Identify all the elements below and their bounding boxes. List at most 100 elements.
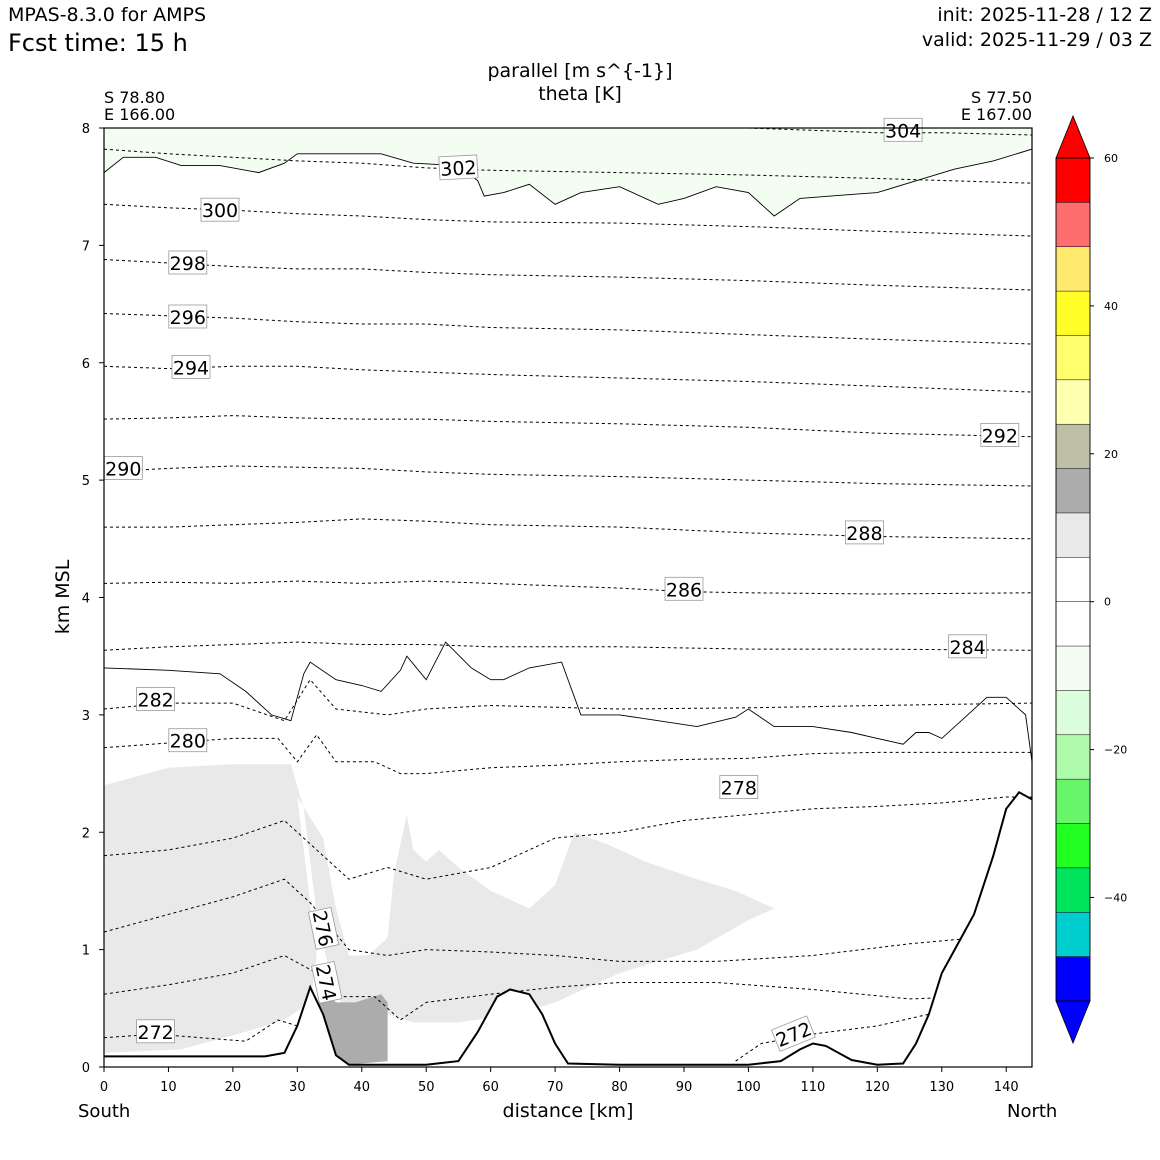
wind-contour--4	[104, 148, 1032, 217]
x-tick-label: 130	[929, 1080, 954, 1095]
app-title: MPAS-8.3.0 for AMPS	[8, 4, 207, 26]
theta-label-box	[980, 423, 1020, 447]
colorbar-swatch	[1056, 202, 1090, 248]
theta-label-text: 272	[137, 1022, 173, 1044]
theta-contour-294	[104, 365, 1032, 393]
theta-contour-298	[104, 259, 1032, 291]
theta-label-text: 288	[846, 523, 882, 545]
theta-label-280: 280	[168, 728, 208, 753]
colorbar-swatch	[1056, 291, 1090, 336]
colorbar-tick-label: −40	[1104, 891, 1127, 904]
theta-label-text: 280	[170, 731, 206, 753]
colorbar-swatch	[1056, 779, 1090, 824]
axes: 0 10 20 30 40 50 60 70 80 90 100 110 120 130 140 0 1 2 3 4 5…	[82, 122, 1019, 1095]
x-tick-label: 100	[736, 1080, 761, 1095]
x-axis-label: distance [km]	[503, 1100, 634, 1122]
theta-contour-272	[735, 1007, 975, 1062]
theta-label-text: 290	[105, 458, 141, 480]
shaded-region-dark-gray	[316, 984, 388, 1065]
colorbar-swatch	[1056, 956, 1090, 1002]
colorbar-tick-label: 0	[1104, 596, 1111, 609]
theta-contour-274	[104, 954, 975, 1021]
forecast-time: Fcst time: 15 h	[8, 29, 188, 57]
theta-label-284: 284	[948, 634, 987, 659]
colorbar: 60 40 20 0 −20 −40	[1055, 114, 1127, 1045]
y-tick-label: 7	[82, 239, 90, 254]
chart-subtitle: theta [K]	[538, 83, 622, 105]
theta-label-box	[845, 520, 884, 545]
theta-label-272: 272	[136, 1019, 176, 1044]
x-tick-label: 70	[547, 1080, 564, 1095]
y-tick-label: 8	[82, 122, 90, 137]
colorbar-swatch	[1056, 512, 1090, 558]
left-longitude: E 166.00	[104, 105, 176, 124]
right-longitude: E 167.00	[960, 105, 1032, 124]
theta-label-text: 300	[202, 200, 238, 222]
colorbar-swatch	[1056, 867, 1090, 913]
colorbar-under-arrow	[1055, 1000, 1091, 1045]
colorbar-swatch	[1056, 158, 1090, 203]
y-axis-label: km MSL	[52, 559, 74, 634]
x-tick-label: 140	[994, 1080, 1019, 1095]
theta-label-296: 296	[168, 304, 208, 329]
colorbar-over-arrow	[1055, 114, 1091, 159]
theta-label-text: 284	[949, 637, 985, 659]
terrain-layer	[104, 791, 1032, 1067]
colorbar-swatch	[1056, 823, 1090, 869]
theta-contour-278	[104, 796, 1032, 880]
colorbar-swatch	[1056, 468, 1090, 514]
colorbar-swatch	[1056, 424, 1090, 469]
theta-label-302: 302	[438, 154, 479, 181]
theta-label-box	[307, 906, 340, 950]
theta-label-box	[664, 576, 704, 601]
theta-label-292: 292	[980, 423, 1020, 448]
x-tick-label: 120	[865, 1080, 890, 1095]
theta-label-box	[168, 304, 208, 329]
theta-label-304: 304	[883, 117, 923, 142]
colorbar-tick-label: 60	[1104, 152, 1118, 165]
y-tick-label: 3	[82, 709, 90, 724]
theta-contour-layer	[104, 128, 1032, 1062]
y-tick-label: 0	[82, 1061, 90, 1076]
colorbar-swatch	[1056, 734, 1090, 780]
theta-contour-290	[104, 465, 1032, 487]
theta-label-text: 286	[666, 579, 702, 601]
north-label: North	[1007, 1101, 1058, 1122]
theta-label-text: 296	[170, 307, 206, 329]
theta-label-290: 290	[103, 455, 143, 480]
theta-label-box	[948, 634, 987, 659]
x-tick-label: 40	[354, 1080, 371, 1095]
theta-label-box	[200, 197, 240, 222]
wind-contour-4	[104, 641, 1032, 762]
wind-shading-layer	[104, 128, 1032, 1065]
right-latitude: S 77.50	[970, 88, 1032, 107]
x-tick-label: 20	[225, 1080, 242, 1095]
theta-label-box	[168, 250, 208, 275]
colorbar-tick-label: 40	[1104, 300, 1118, 313]
colorbar-tick-label: 20	[1104, 448, 1118, 461]
theta-contour-296	[104, 313, 1032, 345]
colorbar-swatch	[1056, 646, 1090, 691]
theta-label-text: 294	[173, 357, 209, 379]
colorbar-swatch	[1056, 601, 1090, 647]
theta-label-text: 292	[982, 426, 1018, 448]
theta-contour-276	[104, 878, 975, 962]
valid-time: valid: 2025-11-29 / 03 Z	[921, 29, 1152, 51]
theta-label-298: 298	[168, 250, 208, 275]
init-time: init: 2025-11-28 / 12 Z	[937, 4, 1152, 26]
theta-label-288: 288	[845, 520, 884, 545]
theta-label-276: 276	[307, 906, 340, 950]
theta-contour-286	[104, 580, 1032, 595]
wind-contour-layer	[104, 148, 1032, 762]
colorbar-swatch	[1056, 690, 1090, 736]
y-tick-label: 6	[82, 357, 90, 372]
colorbar-swatch	[1056, 246, 1090, 292]
y-tick-label: 1	[82, 944, 90, 959]
x-tick-label: 60	[482, 1080, 499, 1095]
theta-label-274: 274	[311, 960, 343, 1004]
theta-contour-280	[104, 733, 1032, 775]
theta-label-box	[719, 775, 759, 799]
shaded-region-light-gray	[104, 797, 317, 1053]
theta-label-box	[136, 687, 176, 711]
